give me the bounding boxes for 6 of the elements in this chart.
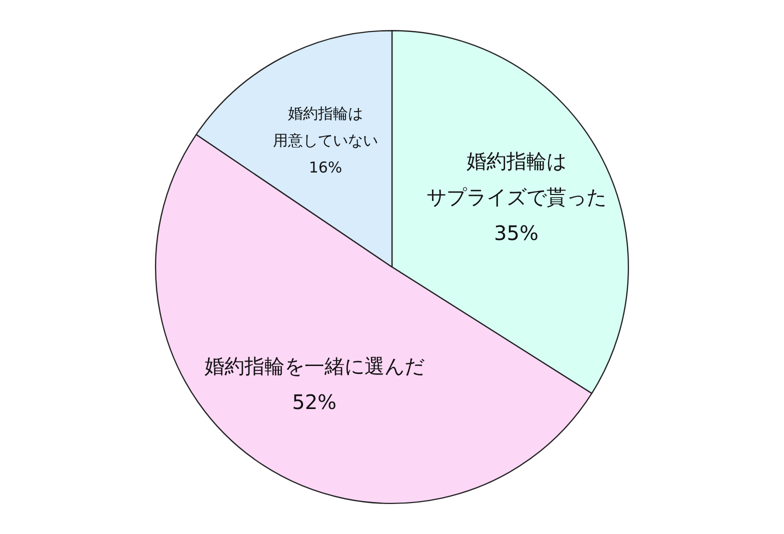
data-label: 52% bbox=[292, 390, 337, 414]
data-label: 35% bbox=[494, 220, 538, 245]
slice-label: 婚約指輪を一緒に選んだ bbox=[204, 354, 424, 378]
slice-label: 婚約指輪は用意していない bbox=[272, 104, 378, 150]
slice-label: 婚約指輪はサプライズで貰った bbox=[426, 148, 606, 209]
data-label: 16% bbox=[308, 158, 342, 177]
